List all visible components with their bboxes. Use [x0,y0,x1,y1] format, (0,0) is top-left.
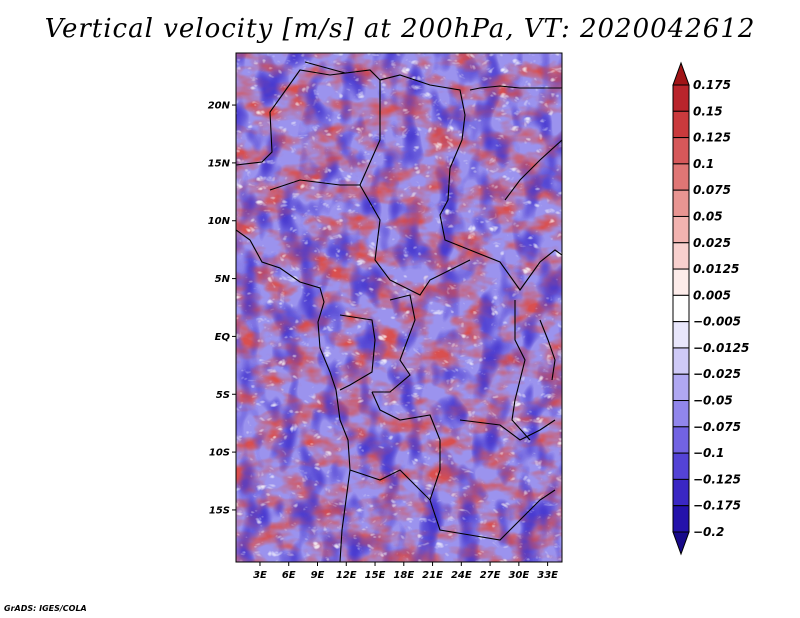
colorbar-label: 0.005 [693,288,731,302]
y-axis: 20N 15N 10N 5N EQ 5S 10S 15S [208,101,236,516]
map-title: Vertical velocity [m/s] at 200hPa, VT: 2… [44,14,756,44]
y-tick-label: 5S [216,390,230,401]
colorbar-bin [672,426,690,454]
colorbar-bin [672,189,690,217]
colorbar-bin [672,373,690,402]
colorbar-bin [672,242,690,270]
y-tick-label: EQ [215,332,231,343]
colorbar-bin [672,84,690,112]
colorbar-label: −0.05 [693,394,733,408]
colorbar-bin [672,452,690,480]
colorbar: 0.175 0.15 0.125 0.1 0.075 0.05 0.025 0.0125 0.0… [672,61,749,556]
x-tick-label: 21E [422,570,443,581]
colorbar-bin [672,321,690,349]
colorbar-label: 0.15 [693,104,723,118]
colorbar-bin [672,215,690,244]
colorbar-bin [672,347,690,375]
x-axis: 3E 6E 9E 12E 15E 18E 21E 24E 27E 30E 33E [253,562,558,581]
country-borders [236,61,562,562]
x-tick-label: 27E [480,570,501,581]
y-tick-label: 10S [209,448,230,459]
colorbar-label: −0.0125 [693,341,749,355]
x-tick-label: 9E [311,570,325,581]
colorbar-label: −0.175 [693,499,741,513]
colorbar-bin [672,478,690,507]
colorbar-bin [672,400,690,428]
colorbar-arrow-bottom [672,531,690,556]
colorbar-label: 0.05 [693,209,723,223]
colorbar-label: −0.075 [693,420,741,434]
colorbar-label: 0.125 [693,131,731,145]
colorbar-label: 0.075 [693,183,731,197]
x-tick-label: 12E [336,570,357,581]
x-tick-label: 33E [537,570,558,581]
colorbar-arrow-top [672,61,690,86]
colorbar-label: −0.005 [693,315,741,329]
colorbar-label: −0.125 [693,472,741,486]
velocity-field [236,53,562,562]
y-tick-label: 5N [215,274,231,285]
colorbar-label: 0.175 [693,78,731,92]
colorbar-bin [672,505,690,533]
colorbar-label: −0.1 [693,446,724,460]
colorbar-bin [672,163,690,191]
colorbar-label: 0.1 [693,157,714,171]
colorbar-bin [672,137,690,165]
x-tick-label: 3E [253,570,267,581]
colorbar-label: −0.025 [693,367,741,381]
colorbar-bin [672,294,690,323]
credit-label: GrADS: IGES/COLA [4,604,87,613]
plot-frame [235,52,563,563]
x-tick-label: 24E [451,570,472,581]
x-tick-label: 30E [508,570,529,581]
colorbar-label: 0.0125 [693,262,739,276]
colorbar-label: 0.025 [693,236,731,250]
x-tick-label: 18E [393,570,414,581]
colorbar-bin [672,268,690,296]
y-tick-label: 15N [208,158,231,169]
y-tick-label: 10N [208,216,231,227]
y-tick-label: 20N [208,101,231,112]
colorbar-bin [672,110,690,139]
colorbar-label: −0.2 [693,525,724,539]
x-tick-label: 15E [365,570,386,581]
y-tick-label: 15S [209,505,230,516]
x-tick-label: 6E [282,570,296,581]
